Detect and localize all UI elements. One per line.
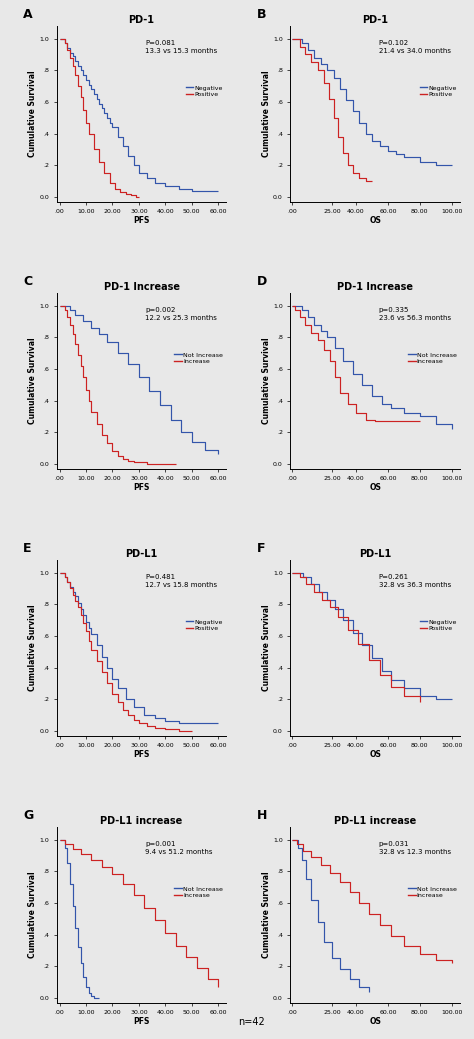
Text: E: E: [23, 542, 32, 556]
Y-axis label: Cumulative Survival: Cumulative Survival: [28, 872, 37, 958]
Title: PD-1 Increase: PD-1 Increase: [337, 283, 413, 292]
X-axis label: OS: OS: [369, 1017, 381, 1027]
Y-axis label: Cumulative Survival: Cumulative Survival: [28, 338, 37, 424]
Text: G: G: [23, 809, 33, 823]
Text: p=0.001
9.4 vs 51.2 months: p=0.001 9.4 vs 51.2 months: [145, 841, 212, 855]
Y-axis label: Cumulative Survival: Cumulative Survival: [262, 71, 271, 157]
Text: B: B: [256, 8, 266, 22]
X-axis label: PFS: PFS: [133, 483, 150, 492]
Legend: Negative, Positive: Negative, Positive: [419, 619, 456, 631]
Text: p=0.031
32.8 vs 12.3 months: p=0.031 32.8 vs 12.3 months: [379, 841, 451, 855]
Title: PD-L1: PD-L1: [359, 550, 391, 559]
Legend: Not Increase, Increase: Not Increase, Increase: [174, 886, 223, 898]
Title: PD-1: PD-1: [362, 16, 388, 25]
Title: PD-L1 increase: PD-L1 increase: [100, 817, 182, 826]
X-axis label: PFS: PFS: [133, 1017, 150, 1027]
X-axis label: PFS: PFS: [133, 750, 150, 760]
Text: P=0.081
13.3 vs 15.3 months: P=0.081 13.3 vs 15.3 months: [145, 41, 217, 54]
Legend: Not Increase, Increase: Not Increase, Increase: [408, 352, 456, 364]
Text: p=0.002
12.2 vs 25.3 months: p=0.002 12.2 vs 25.3 months: [145, 308, 217, 321]
Text: F: F: [256, 542, 265, 556]
Text: P=0.261
32.8 vs 36.3 months: P=0.261 32.8 vs 36.3 months: [379, 574, 451, 588]
Legend: Not Increase, Increase: Not Increase, Increase: [174, 352, 223, 364]
Text: A: A: [23, 8, 33, 22]
Y-axis label: Cumulative Survival: Cumulative Survival: [28, 605, 37, 691]
Text: H: H: [256, 809, 267, 823]
Title: PD-1 Increase: PD-1 Increase: [103, 283, 180, 292]
Y-axis label: Cumulative Survival: Cumulative Survival: [262, 338, 271, 424]
Text: C: C: [23, 275, 32, 289]
Legend: Not Increase, Increase: Not Increase, Increase: [408, 886, 456, 898]
Text: P=0.481
12.7 vs 15.8 months: P=0.481 12.7 vs 15.8 months: [145, 574, 217, 588]
X-axis label: OS: OS: [369, 216, 381, 225]
Y-axis label: Cumulative Survival: Cumulative Survival: [262, 605, 271, 691]
Y-axis label: Cumulative Survival: Cumulative Survival: [28, 71, 37, 157]
Text: P=0.102
21.4 vs 34.0 months: P=0.102 21.4 vs 34.0 months: [379, 41, 450, 54]
X-axis label: OS: OS: [369, 750, 381, 760]
Title: PD-L1 increase: PD-L1 increase: [334, 817, 416, 826]
X-axis label: PFS: PFS: [133, 216, 150, 225]
Title: PD-L1: PD-L1: [126, 550, 158, 559]
Legend: Negative, Positive: Negative, Positive: [419, 85, 456, 97]
Text: D: D: [256, 275, 267, 289]
X-axis label: OS: OS: [369, 483, 381, 492]
Title: PD-1: PD-1: [128, 16, 155, 25]
Legend: Negative, Positive: Negative, Positive: [186, 619, 223, 631]
Text: p=0.335
23.6 vs 56.3 months: p=0.335 23.6 vs 56.3 months: [379, 308, 451, 321]
Y-axis label: Cumulative Survival: Cumulative Survival: [262, 872, 271, 958]
Text: n=42: n=42: [238, 1016, 264, 1027]
Legend: Negative, Positive: Negative, Positive: [186, 85, 223, 97]
